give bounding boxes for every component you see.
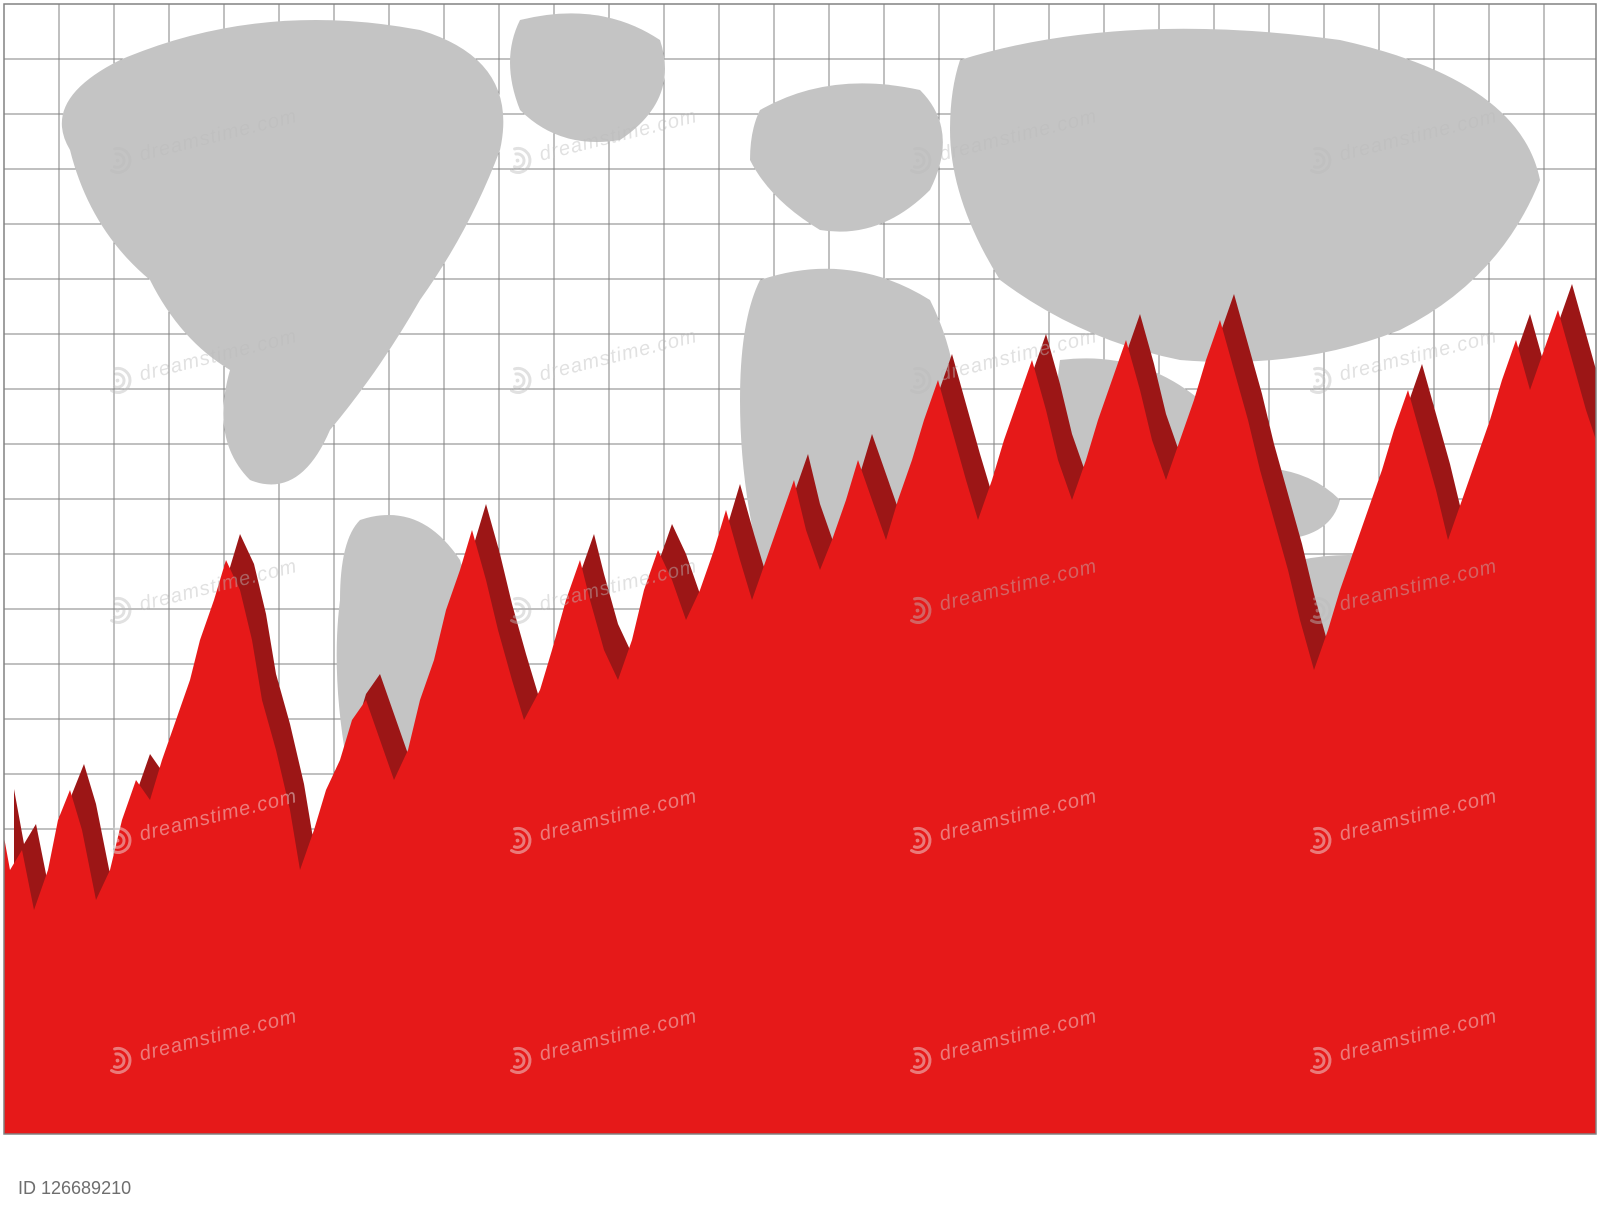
stock-area-chart: [0, 0, 1600, 1210]
chart-stage: dreamstime.com dreamstime.com dreamstime…: [0, 0, 1600, 1210]
image-id-label: ID 126689210: [18, 1178, 131, 1199]
